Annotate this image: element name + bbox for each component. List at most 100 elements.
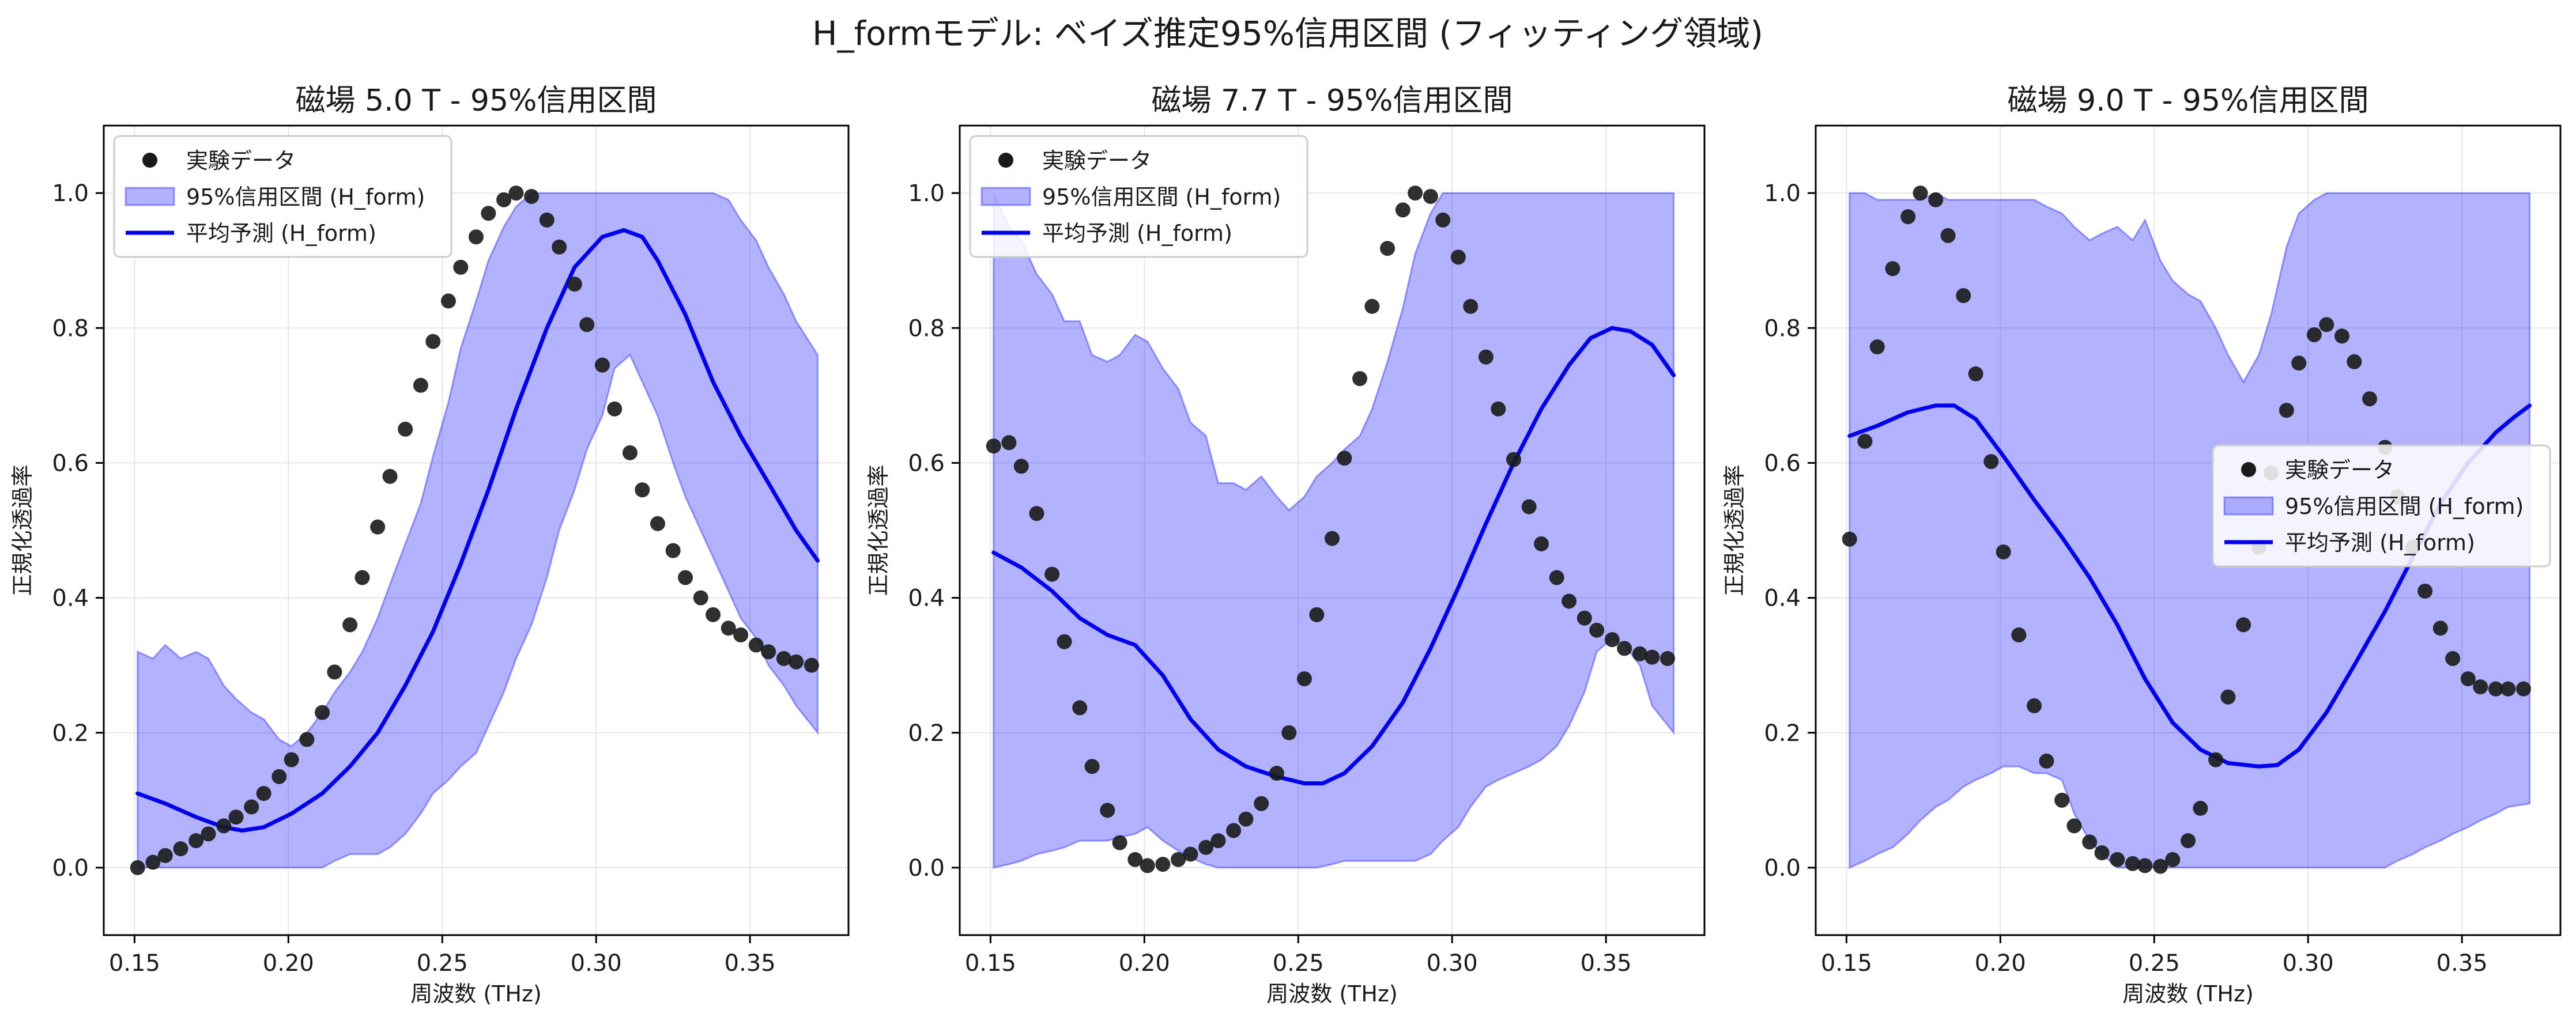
data-point (1491, 401, 1506, 417)
data-point (1956, 288, 1971, 304)
data-point (1857, 433, 1873, 449)
data-point (370, 519, 386, 535)
data-point (2362, 391, 2377, 407)
data-point (2181, 833, 2196, 849)
x-tick-label: 0.20 (263, 950, 314, 977)
data-point (1645, 649, 1660, 665)
data-point (2110, 852, 2125, 867)
grid (960, 126, 1704, 935)
data-point (1900, 209, 1916, 225)
data-point (1198, 839, 1214, 855)
data-point (678, 570, 693, 585)
data-point (693, 590, 708, 606)
data-point (2027, 698, 2042, 713)
data-point (552, 239, 567, 255)
y-tick-label: 0.0 (1764, 855, 1801, 882)
data-point (1617, 641, 1632, 656)
data-point (2039, 753, 2054, 769)
data-point (1589, 622, 1605, 638)
data-point (1940, 228, 1956, 243)
y-tick-label: 0.6 (52, 450, 89, 476)
data-point (1044, 566, 1060, 582)
data-point (2445, 650, 2461, 666)
data-point (1072, 700, 1088, 716)
data-point (1604, 632, 1620, 648)
data-point (398, 421, 413, 437)
axes-frame (1815, 124, 2562, 936)
y-tick-label: 0.2 (908, 720, 945, 747)
legend-box (2212, 444, 2551, 568)
data-point (706, 607, 721, 622)
data-point (440, 293, 456, 309)
data-point (2208, 752, 2224, 767)
data-point (216, 818, 232, 834)
data-point (496, 192, 512, 207)
data-point (2515, 681, 2531, 697)
data-point (1029, 506, 1044, 521)
legend-label: 実験データ (186, 148, 296, 173)
y-tick-label: 0.0 (908, 855, 945, 882)
data-point (1238, 811, 1254, 827)
data-point (453, 259, 469, 275)
data-point (382, 468, 398, 484)
x-tick-label: 0.20 (1975, 950, 2026, 977)
legend-label: 95%信用区間 (H_form) (1042, 184, 1281, 210)
x-tick-label: 0.15 (1821, 950, 1872, 977)
data-point (721, 621, 736, 636)
legend: 実験データ 95%信用区間 (H_form) 平均予測 (H_form) (2212, 444, 2551, 568)
axes-frame (103, 124, 850, 936)
mean-prediction-line (135, 228, 820, 833)
data-point (1254, 796, 1269, 811)
data-point (173, 841, 188, 857)
chart-panel-2: 0.15 0.20 0.25 0.30 0.35 0.0 0.2 0.4 0.6 0.8 1.0 磁場… (866, 84, 1706, 1007)
data-point (2125, 856, 2140, 871)
data-point (2094, 845, 2110, 861)
plot-area (130, 186, 820, 875)
data-point (508, 186, 524, 201)
data-point (1478, 349, 1493, 365)
legend-box (113, 135, 452, 258)
data-point (481, 206, 496, 221)
chart-panel-3: 0.15 0.20 0.25 0.30 0.35 0.0 0.2 0.4 0.6 0.8 1.0 磁場… (1722, 84, 2562, 1007)
data-point (622, 445, 638, 460)
data-point (2279, 403, 2294, 418)
data-point (1463, 298, 1479, 314)
data-point (1155, 857, 1171, 872)
data-point (1183, 846, 1198, 862)
x-axis-label: 周波数 (THz) (1266, 981, 1397, 1007)
data-point (1842, 531, 1857, 547)
data-point (2137, 858, 2153, 873)
data-point (1576, 610, 1592, 626)
data-point (986, 438, 1001, 454)
data-point (1127, 852, 1143, 867)
data-point (2488, 681, 2503, 697)
data-point (650, 516, 665, 531)
data-point (2236, 617, 2251, 633)
data-point (1352, 371, 1368, 387)
data-point (567, 277, 582, 292)
legend-label: 実験データ (1042, 148, 1152, 173)
data-point (1968, 366, 1983, 381)
data-point (2432, 621, 2448, 636)
data-point (1057, 634, 1072, 649)
data-point (188, 833, 204, 849)
figure-suptitle: H_formモデル: ベイズ推定95%信用区間 (フィッティング領域) (812, 14, 1763, 53)
data-point (130, 860, 145, 875)
credible-interval-band (137, 192, 819, 869)
x-tick-label: 0.25 (1273, 950, 1324, 977)
legend-marker-ci (2223, 496, 2274, 516)
y-axis-label: 正規化透過率 (10, 464, 35, 596)
data-point (342, 617, 358, 633)
y-tick-label: 0.8 (908, 315, 945, 342)
x-axis-label: 周波数 (THz) (2122, 981, 2253, 1007)
legend-marker-experimental (142, 153, 157, 168)
data-point (413, 377, 428, 393)
data-point (1296, 671, 1312, 687)
data-point (635, 482, 650, 498)
data-point (425, 334, 441, 349)
data-point (539, 212, 555, 228)
data-point (2334, 328, 2349, 344)
data-point (327, 664, 342, 680)
data-point (469, 229, 484, 245)
data-point (1337, 451, 1352, 466)
